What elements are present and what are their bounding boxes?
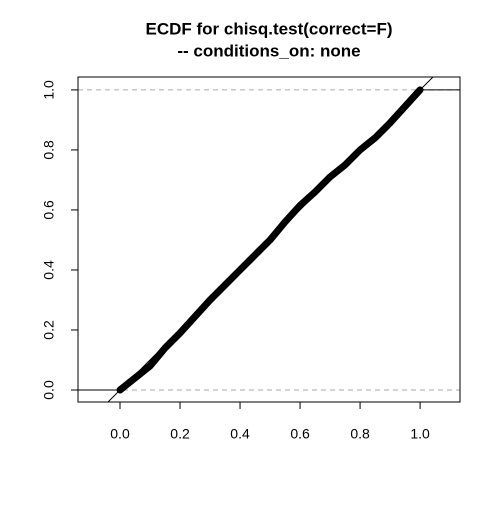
chart-subtitle: -- conditions_on: none [177, 41, 360, 60]
y-tick-label: 0.6 [41, 200, 57, 220]
y-tick-label: 0.4 [41, 260, 57, 280]
plot-area [78, 77, 460, 402]
chart-title: ECDF for chisq.test(correct=F) [145, 19, 392, 38]
ecdf-line [116, 86, 424, 394]
x-tick-label: 1.0 [410, 426, 430, 442]
plot-frame [77, 76, 461, 403]
y-tick-label: 0.8 [41, 140, 57, 160]
y-tick-label: 0.2 [41, 320, 57, 340]
x-tick-label: 0.4 [230, 426, 250, 442]
x-tick-label: 0.0 [110, 426, 130, 442]
y-tick-label: 0.0 [41, 380, 57, 400]
x-tick-label: 0.6 [290, 426, 310, 442]
y-tick-label: 1.0 [41, 80, 57, 100]
x-tick-label: 0.8 [350, 426, 370, 442]
x-tick-label: 0.2 [170, 426, 190, 442]
